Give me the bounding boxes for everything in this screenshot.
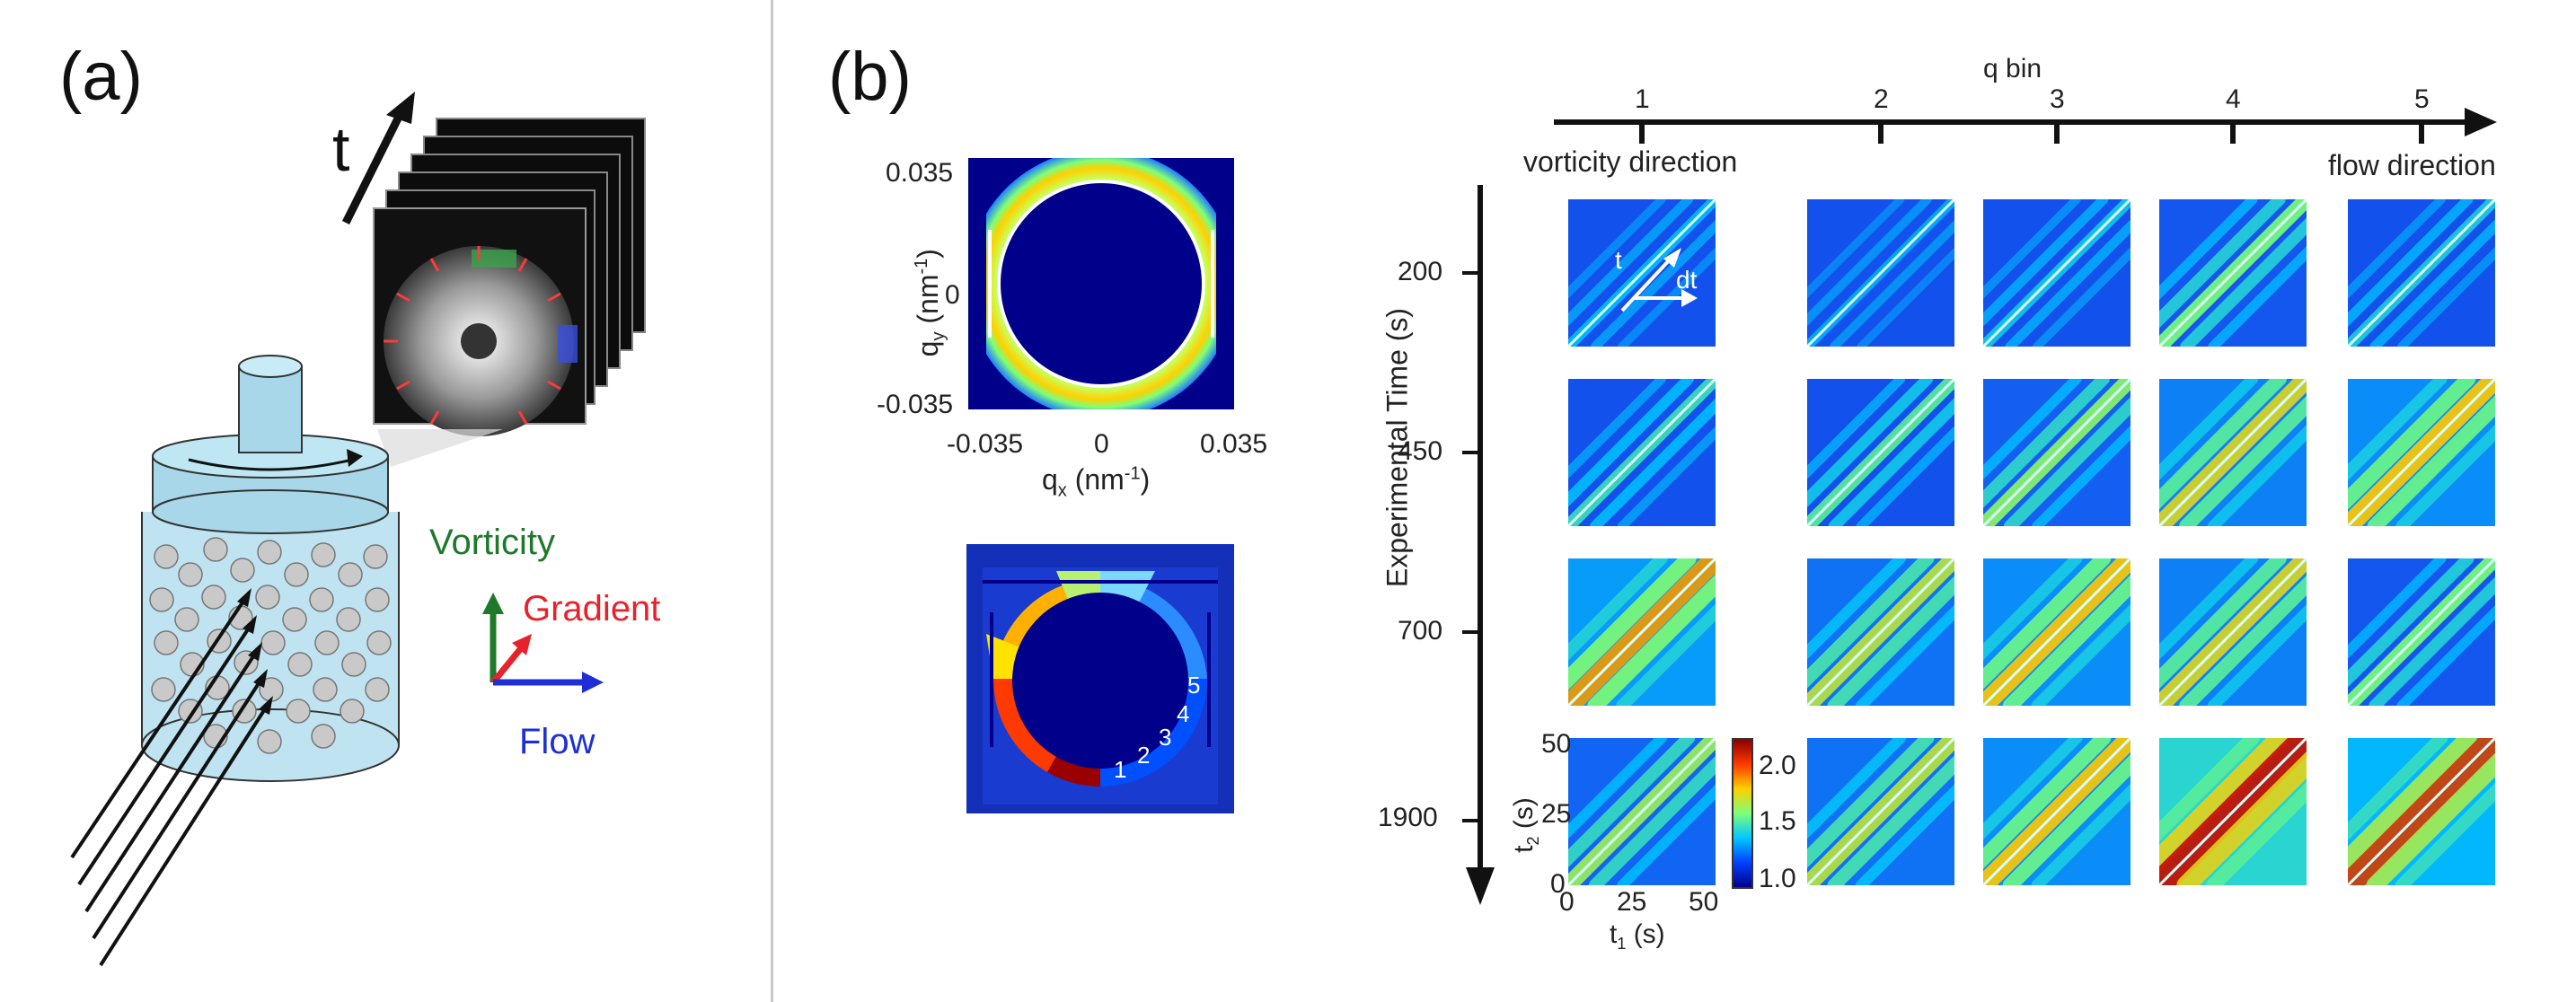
panel-b-label: (b) [828,39,912,115]
qbin-axis [1554,108,2497,144]
correlation-tile [2348,558,2495,706]
tile-xtick: 25 [1617,887,1647,917]
qbin-tick: 2 [1874,84,1889,114]
tile-xtick: 0 [1559,887,1575,917]
qbin-map-label: 1 [1114,756,1127,783]
scattering-image [968,158,1234,409]
time-symbol: t [332,114,350,184]
correlation-tile [1568,738,1716,885]
inset-arrows [1620,248,1698,312]
scatter-xtick: -0.035 [947,429,1024,459]
time-tick: 200 [1398,257,1443,286]
colorbar-tick: 1.5 [1759,806,1796,836]
panel-divider [771,0,773,1002]
inset-dt-label: dt [1676,266,1698,294]
tile-ytick: 25 [1541,799,1572,829]
vorticity-label: Vorticity [429,523,556,562]
xray-beams [70,598,268,967]
correlation-tile [2159,199,2307,347]
qbin-tick: 4 [2226,84,2241,114]
time-axis [1462,185,1495,905]
qbin-map-label: 2 [1137,742,1151,769]
correlation-tile [1807,558,1954,706]
scatter-ytick: -0.035 [877,390,954,419]
qbin-axis-title: q bin [1983,54,2042,84]
correlation-tile [1568,558,1716,706]
correlation-tile [1807,379,1954,526]
correlation-tile [1807,199,1954,347]
scatter-y-axis-label: qy (nm-1) [911,249,949,357]
scatter-x-axis-label: qx (nm-1) [1042,463,1151,501]
correlation-tile [1983,379,2130,526]
scatter-xtick: 0 [1094,429,1109,459]
qbin-map-label: 5 [1187,672,1201,699]
inset-t-label: t [1615,246,1622,274]
correlation-tile [2159,379,2307,526]
qbin-tick: 3 [2050,84,2065,114]
colorbar [1732,738,1753,889]
time-arrow [341,112,404,225]
colorbar-tick: 1.0 [1759,864,1796,893]
t1-axis-label: t1 (s) [1610,919,1665,953]
gradient-label: Gradient [523,589,661,628]
correlation-tile [2348,738,2495,885]
detector-frame-stack [373,118,646,436]
correlation-tile [2159,738,2307,885]
time-tick: 1900 [1378,803,1438,832]
correlation-tile [1807,738,1954,885]
correlation-tile [1983,199,2130,347]
qbin-tick: 1 [1635,84,1650,114]
qbin-tick: 5 [2414,84,2430,114]
correlation-tile [1983,738,2130,885]
t2-axis-label: t2 (s) [1509,797,1542,853]
correlation-tile [2348,379,2495,526]
correlation-tile [1568,379,1716,526]
qbin-map-label: 4 [1177,700,1190,727]
correlation-tile [2159,558,2307,706]
tile-ytick: 0 [1550,869,1566,899]
time-tick: 450 [1398,436,1443,466]
scatter-ytick: 0.035 [886,158,954,188]
time-axis-title: Experimental Time (s) [1381,307,1414,588]
tile-ytick: 50 [1541,729,1572,759]
flow-label: Flow [519,722,595,761]
flow-direction-label: flow direction [2328,149,2496,181]
colorbar-tick: 2.0 [1759,751,1796,780]
qbin-sector-map [966,544,1234,813]
correlation-tile [1568,199,1716,347]
scatter-ytick: 0 [945,280,960,310]
panel-a-label: (a) [59,39,143,115]
sample-cylinder [141,355,400,782]
correlation-tile [1983,558,2130,706]
vorticity-direction-label: vorticity direction [1523,145,1738,178]
scatter-xtick: 0.035 [1200,429,1268,459]
qbin-map-label: 3 [1159,724,1172,751]
rheometer-illustration [70,92,646,967]
correlation-tile [2348,199,2495,347]
time-tick: 700 [1398,616,1443,646]
tile-xtick: 50 [1689,887,1719,917]
gradient-arrow [490,646,524,685]
